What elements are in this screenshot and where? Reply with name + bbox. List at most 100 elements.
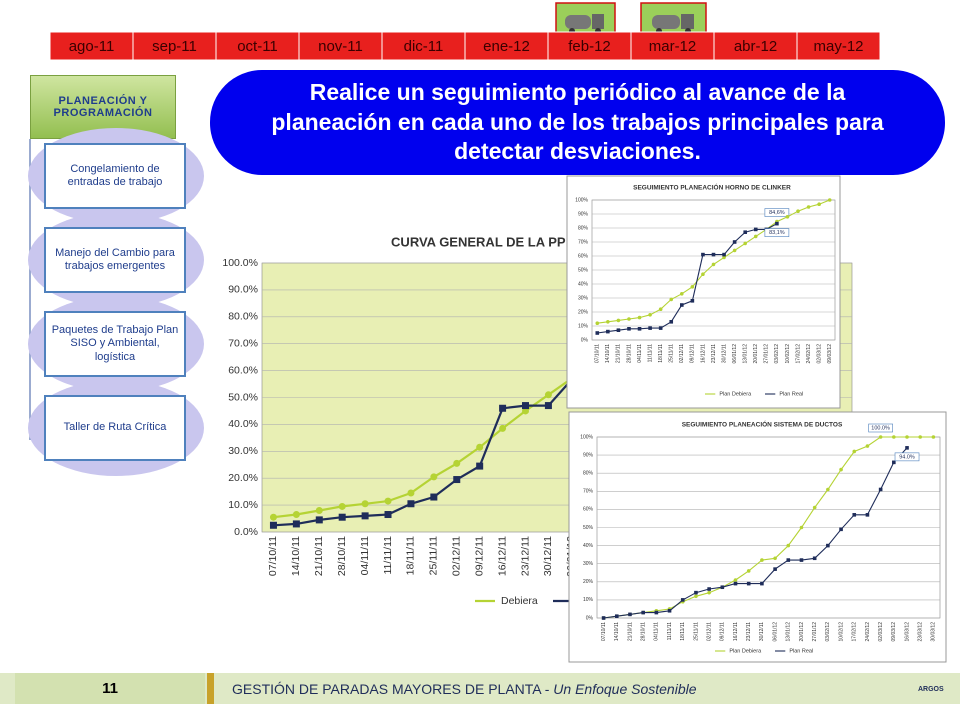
y-tick-label: 100% — [575, 197, 588, 203]
footer-divider — [207, 673, 214, 704]
x-tick-label: 09/12/11 — [720, 622, 726, 641]
point — [384, 497, 392, 505]
point — [711, 262, 716, 267]
value-label-box — [894, 452, 920, 462]
x-tick-label: 16/12/11 — [700, 344, 706, 363]
y-tick-label: 0% — [586, 615, 594, 621]
y-tick-label: 50% — [583, 525, 594, 531]
point — [667, 608, 672, 613]
value-label: 94.0% — [899, 454, 915, 460]
legend-label: Debiera — [501, 595, 538, 607]
y-tick-label: 20% — [583, 579, 594, 585]
point — [722, 252, 726, 257]
point — [826, 543, 830, 548]
point — [852, 513, 857, 517]
y-tick-label: 50% — [578, 267, 589, 273]
point — [827, 198, 832, 202]
point — [812, 505, 817, 510]
y-tick-label: 20.0% — [228, 472, 258, 484]
x-tick-label: 30/12/11 — [759, 622, 765, 641]
point — [499, 424, 507, 432]
x-tick-label: 21/10/11 — [616, 344, 622, 363]
legend-label: Plan Debiera — [719, 391, 752, 397]
point — [616, 318, 621, 323]
point — [522, 402, 529, 410]
x-tick-label: 16/12/11 — [496, 536, 508, 576]
point — [701, 252, 705, 257]
timeline-cell — [796, 31, 881, 61]
point — [839, 527, 843, 532]
point — [595, 331, 600, 335]
value-label-box — [764, 208, 790, 217]
chart-title: SEGUIMIENTO PLANEACIÓN SISTEMA DE DUCTOS — [682, 420, 843, 429]
x-tick-label: 28/10/11 — [336, 536, 348, 576]
point — [606, 320, 610, 324]
point — [786, 558, 791, 562]
point — [522, 407, 529, 415]
point — [453, 476, 461, 484]
point — [733, 581, 738, 586]
y-tick-label: 40.0% — [228, 418, 258, 430]
x-tick-label: 23/12/11 — [746, 622, 752, 641]
chart-title: CURVA GENERAL DE LA PPM HOR — [391, 234, 610, 249]
y-tick-label: 10% — [583, 597, 594, 603]
y-tick-label: 70.0% — [228, 337, 258, 349]
point — [361, 512, 369, 520]
point — [269, 513, 277, 521]
point — [627, 327, 631, 331]
timeline-cell — [49, 31, 134, 61]
chart: SEGUIMIENTO PLANEACIÓN SISTEMA DE DUCTOS… — [568, 411, 947, 663]
y-tick-label: 0.0% — [234, 526, 258, 538]
point — [878, 487, 883, 492]
x-tick-label: 21/10/11 — [627, 622, 633, 641]
sidebar-item: Paquetes de Trabajo Plan SISO y Ambienta… — [44, 311, 186, 377]
point — [918, 435, 923, 439]
x-tick-label: 25/11/11 — [669, 344, 675, 363]
x-tick-label: 14/10/11 — [605, 344, 611, 363]
series-line — [603, 436, 934, 619]
point — [430, 493, 438, 501]
point — [453, 459, 461, 467]
logo: ARGOS — [918, 686, 944, 693]
page-number: 11 — [15, 673, 205, 704]
point — [775, 221, 779, 226]
point — [544, 402, 552, 410]
x-tick-label: 18/11/11 — [680, 622, 686, 641]
x-tick-label: 27/01/12 — [764, 344, 770, 364]
x-tick-label: 13/01/12 — [743, 344, 749, 364]
point — [826, 487, 830, 492]
legend-label: Plan Real — [789, 648, 813, 654]
point — [694, 590, 698, 595]
point — [641, 610, 645, 615]
x-tick-label: 04/11/11 — [359, 536, 371, 575]
x-tick-label: 09/12/11 — [473, 536, 485, 576]
point — [648, 313, 652, 317]
sidebar-item: Congelamiento de entradas de trabajo — [44, 143, 186, 209]
point — [732, 248, 737, 253]
timeline-cell — [215, 31, 300, 61]
x-tick-label: 23/12/11 — [711, 344, 717, 363]
x-tick-label: 06/01/12 — [772, 622, 778, 642]
y-tick-label: 10.0% — [228, 499, 258, 511]
timeline-cell — [547, 31, 632, 61]
x-tick-label: 28/10/11 — [641, 622, 647, 641]
x-tick-label: 03/02/12 — [774, 344, 780, 364]
point — [338, 513, 346, 521]
x-tick-label: 02/03/12 — [878, 622, 884, 642]
chart-title: SEGUIMIENTO PLANEACIÓN HORNO DE CLINKER — [633, 183, 791, 192]
x-tick-label: 20/01/12 — [753, 344, 759, 364]
point — [743, 230, 747, 234]
banner: Realice un seguimiento periódico al avan… — [210, 70, 945, 175]
y-tick-label: 100.0% — [222, 257, 258, 269]
x-tick-label: 30/12/11 — [542, 536, 554, 576]
point — [269, 521, 277, 529]
point — [852, 449, 857, 454]
point — [773, 556, 777, 561]
y-tick-label: 70% — [583, 489, 594, 495]
value-label-box — [764, 228, 790, 237]
point — [544, 391, 552, 399]
point — [614, 614, 619, 618]
point — [722, 255, 726, 260]
